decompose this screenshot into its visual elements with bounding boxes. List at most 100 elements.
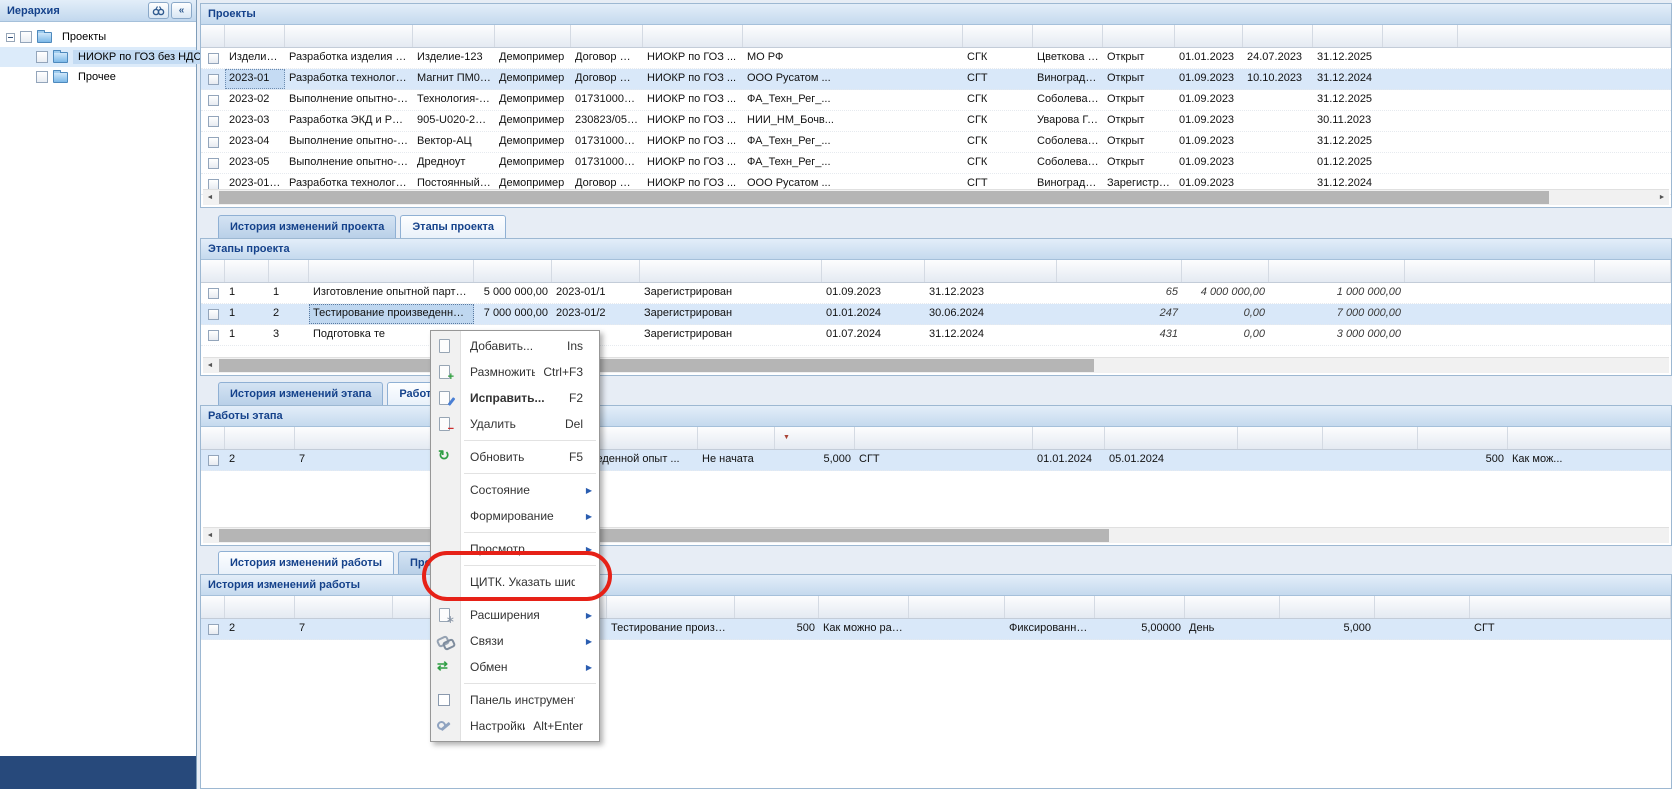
context-menu-item[interactable]: Расширения ▶ [431,602,599,628]
column-header[interactable] [225,25,285,47]
column-header[interactable] [1095,596,1185,618]
tab[interactable]: История изменений этапа [218,382,384,405]
context-menu-item[interactable]: Исправить... F2 [431,385,599,411]
context-menu-item[interactable]: Обмен ▶ [431,654,599,680]
scrollbar-thumb[interactable] [219,359,1094,372]
tree-item[interactable]: Прочее [0,67,196,87]
column-header[interactable] [855,427,1033,449]
column-header[interactable] [1269,260,1405,282]
column-header[interactable] [225,427,295,449]
context-menu-item[interactable]: Настройки... Alt+Enter [431,713,599,739]
column-header[interactable] [909,596,1005,618]
tree-expander-icon[interactable] [6,32,15,42]
column-header[interactable] [225,260,269,282]
scroll-left-icon[interactable]: ◄ [206,362,214,369]
table-row[interactable]: Изделие123 Разработка изделия 123 Издели… [201,48,1671,69]
column-header[interactable] [819,596,909,618]
row-checkbox[interactable] [201,111,225,131]
column-header[interactable] [1103,25,1175,47]
row-checkbox[interactable] [201,619,225,639]
context-menu-item[interactable]: Панель инструментов [431,687,599,713]
tab[interactable]: История изменений работы [218,551,394,574]
column-header[interactable] [1323,427,1418,449]
row-checkbox[interactable] [201,90,225,110]
table-row[interactable]: 2023-02 Выполнение опытно-конс... Технол… [201,90,1671,111]
column-header[interactable] [1418,427,1508,449]
column-header[interactable] [1105,427,1238,449]
column-header[interactable] [735,596,819,618]
row-checkbox[interactable] [201,48,225,68]
column-header[interactable] [1185,596,1280,618]
column-header[interactable] [285,25,413,47]
column-header[interactable] [571,25,643,47]
column-header[interactable] [295,596,393,618]
context-menu-item[interactable]: Размножить... Ctrl+F3 [431,359,599,385]
column-header[interactable] [925,260,1057,282]
column-header[interactable] [775,427,855,449]
context-menu-item[interactable]: Формирование ▶ [431,503,599,529]
tab[interactable]: История изменений проекта [218,215,397,238]
tree-checkbox[interactable] [36,71,48,83]
column-header[interactable] [552,260,640,282]
collapse-sidebar-icon[interactable]: « [171,2,192,19]
column-header[interactable] [743,25,963,47]
column-header[interactable] [225,596,295,618]
search-icon[interactable] [148,2,169,19]
column-header[interactable] [483,427,698,449]
scroll-left-icon[interactable]: ◄ [206,532,214,539]
column-header[interactable] [474,260,552,282]
table-row[interactable]: 1 3 Подготовка те Зарегистрирован 01.07.… [201,325,1671,346]
column-header[interactable] [1595,260,1671,282]
context-menu-item[interactable]: Удалить Del [431,411,599,437]
column-header[interactable] [1405,260,1595,282]
table-row[interactable]: 1 2 Тестирование произведенной опыт 7 00… [201,304,1671,325]
column-header[interactable] [822,260,925,282]
horizontal-scrollbar[interactable]: ◄ [203,357,1669,373]
tree-item[interactable]: Проекты [0,27,196,47]
tree-checkbox[interactable] [36,51,48,63]
context-menu-item[interactable]: Связи ▶ [431,628,599,654]
row-checkbox[interactable] [201,132,225,152]
context-menu-item[interactable]: Обновить F5 [431,444,599,470]
scrollbar-thumb[interactable] [219,529,1109,542]
scroll-right-icon[interactable]: ► [1658,194,1666,201]
table-row[interactable]: 2 7 Тестирование произве... 500 Как можн… [201,619,1671,640]
horizontal-scrollbar[interactable]: ◄ ► [203,189,1669,205]
column-header[interactable] [269,260,309,282]
context-menu-item[interactable] [431,595,599,602]
column-header[interactable] [1033,427,1105,449]
column-header[interactable] [1375,596,1470,618]
column-header[interactable] [1508,427,1671,449]
context-menu-item[interactable]: Добавить... Ins [431,333,599,359]
column-header[interactable] [1313,25,1383,47]
row-checkbox[interactable] [201,304,225,324]
column-header[interactable] [1005,596,1095,618]
row-checkbox[interactable] [201,283,225,303]
table-row[interactable]: 2023-01 Разработка технологии и... Магни… [201,69,1671,90]
column-header[interactable] [201,25,225,47]
table-row[interactable]: 2023-03 Разработка ЭКД и РКД н... 905-U0… [201,111,1671,132]
context-menu-item[interactable] [431,470,599,477]
scroll-left-icon[interactable]: ◄ [206,194,214,201]
column-header[interactable] [393,596,607,618]
context-menu-item[interactable]: Состояние ▶ [431,477,599,503]
table-row[interactable]: 1 1 Изготовление опытной партии ПМ0... 5… [201,283,1671,304]
column-header[interactable] [1033,25,1103,47]
row-checkbox[interactable] [201,153,225,173]
context-menu-item[interactable] [431,529,599,536]
tab[interactable]: Этапы проекта [400,215,506,238]
tree-item[interactable]: НИОКР по ГОЗ без НДС [0,47,207,67]
column-header[interactable] [201,427,225,449]
context-menu-item[interactable]: ЦИТК. Указать шифр затрат... [431,569,599,595]
context-menu-item[interactable] [431,562,599,569]
column-header[interactable] [201,596,225,618]
column-header[interactable] [698,427,775,449]
column-header[interactable] [1057,260,1182,282]
column-header[interactable] [1280,596,1375,618]
column-header[interactable] [1238,427,1323,449]
column-header[interactable] [309,260,474,282]
horizontal-scrollbar[interactable]: ◄ [203,527,1669,543]
column-header[interactable] [1458,25,1671,47]
table-row[interactable]: 2 7 Тестирование произведенной опыт ... … [201,450,1671,471]
column-header[interactable] [1383,25,1458,47]
